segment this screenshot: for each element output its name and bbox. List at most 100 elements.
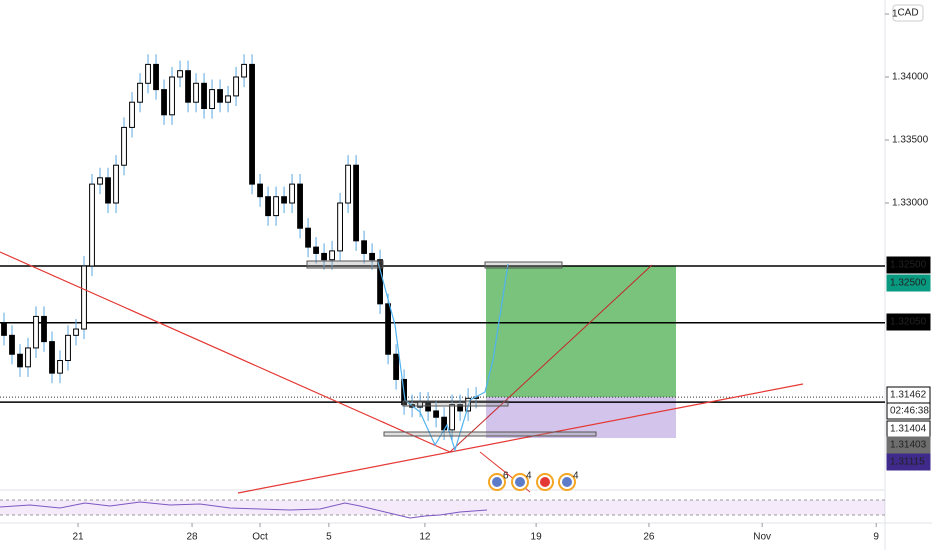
price-label-box (886, 256, 931, 274)
x-tick-label: 28 (186, 532, 198, 543)
candle-body (193, 82, 199, 103)
x-tick-label: 21 (72, 532, 84, 543)
candle-body (393, 353, 399, 380)
y-tick-label: 1.34000 (892, 72, 929, 83)
zone-box (484, 261, 563, 269)
x-tick-label: 12 (419, 532, 431, 543)
candle-body (201, 82, 207, 109)
price-label: 1.31462 (890, 390, 927, 401)
stop-zone (486, 397, 676, 439)
candle-body (113, 164, 119, 204)
candle-body (49, 341, 55, 374)
candle-body (185, 70, 191, 103)
candle-body (249, 63, 255, 185)
event-count: 4 (573, 471, 579, 482)
candle-body (449, 404, 456, 431)
candle-body (425, 401, 431, 412)
y-tick-label: 1.33500 (892, 135, 929, 146)
candle-body (33, 315, 39, 349)
currency-box[interactable] (892, 4, 924, 22)
price-label: 1.32500 (890, 260, 927, 271)
candle-body (329, 250, 335, 261)
candle-body (337, 202, 343, 252)
candle-body (289, 183, 295, 204)
candle-body (153, 63, 159, 91)
x-tick-label: 26 (643, 532, 655, 543)
zone-box (306, 260, 384, 269)
x-tick-label: Nov (753, 532, 771, 543)
price-label: 02:46:38 (890, 406, 929, 417)
candle-body (177, 70, 183, 78)
candle-body (41, 315, 47, 343)
candle-body (225, 95, 231, 103)
candle-body (161, 89, 167, 116)
candle-body (217, 89, 223, 103)
event-flag (515, 477, 525, 487)
candle-body (417, 401, 423, 408)
candle-body (121, 126, 127, 166)
price-label-box (886, 402, 931, 420)
candle-body (169, 76, 175, 116)
y-tick-label: 1.33000 (892, 198, 929, 209)
candle-body (353, 164, 359, 242)
x-tick-label: Oct (252, 532, 268, 543)
candle-body (361, 240, 367, 254)
currency-label: CAD (897, 8, 918, 19)
price-label-box (886, 274, 931, 292)
zone-box (383, 431, 597, 437)
candle-body (9, 334, 15, 355)
candle-body (1, 322, 7, 336)
y-tick-label: 1 (892, 9, 898, 20)
candle-body (281, 196, 287, 204)
candle-body (57, 360, 63, 374)
price-label: 1.31403 (890, 440, 927, 451)
candle-body (321, 252, 327, 261)
rsi-band (0, 500, 885, 515)
event-count: 4 (526, 471, 532, 482)
price-label-box (886, 453, 931, 471)
price-label: 1.32050 (890, 317, 927, 328)
price-label: 1.31404 (890, 424, 927, 435)
candle-body (25, 347, 31, 368)
x-tick-label: 19 (531, 532, 543, 543)
candle-body (129, 101, 135, 128)
event-count: 6 (503, 471, 509, 482)
trendline (449, 264, 653, 453)
rsi-line (0, 501, 488, 519)
x-tick-label: 9 (873, 532, 879, 543)
price-label-box (886, 313, 931, 331)
candle-body (97, 177, 103, 185)
candle-body (17, 353, 23, 368)
candle-body (81, 265, 87, 330)
price-label: 1.32500 (890, 278, 927, 289)
candle-body (105, 177, 111, 204)
trendline (237, 383, 804, 494)
x-tick-label: 5 (326, 532, 332, 543)
candle-body (273, 196, 279, 217)
candle-body (297, 183, 303, 229)
zone-box (402, 400, 509, 407)
candle-body (369, 252, 375, 261)
candle-body (313, 246, 319, 254)
zigzag (377, 261, 509, 453)
candle-body (257, 183, 263, 198)
price-label: 1.31115 (890, 457, 925, 468)
candle-body (305, 227, 311, 248)
candle-body (73, 328, 79, 336)
candle-body (209, 89, 215, 110)
candle-body (265, 196, 271, 217)
candle-body (457, 404, 464, 412)
event-flag (562, 477, 572, 487)
candle-body (385, 303, 391, 355)
trendline (0, 251, 451, 453)
candle-body (433, 410, 439, 418)
event-flag (492, 477, 502, 487)
candle-body (65, 334, 71, 362)
target-zone (486, 266, 676, 398)
candle-body (233, 76, 239, 97)
candle-body (377, 259, 383, 305)
event-flag (540, 477, 550, 487)
candle-body (241, 63, 247, 78)
